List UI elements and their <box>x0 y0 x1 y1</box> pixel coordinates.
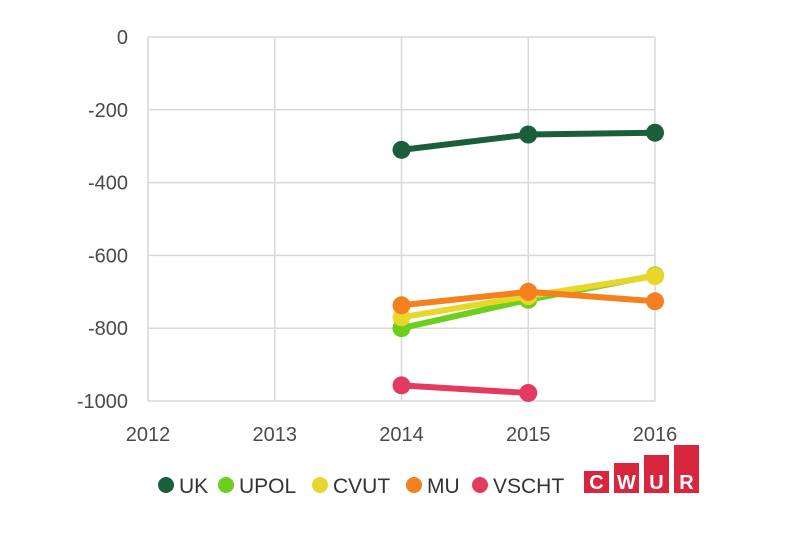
legend-label-cvut: CVUT <box>333 475 390 498</box>
logo-letter: C <box>589 472 603 494</box>
y-tick-label: -800 <box>88 318 128 340</box>
data-point-uk <box>392 140 411 159</box>
logo-letter: R <box>679 472 694 494</box>
data-point-cvut <box>646 267 664 286</box>
data-point-mu <box>519 282 538 301</box>
logo-letter: W <box>617 472 636 494</box>
logo-bar <box>584 471 609 493</box>
y-tick-label: -1000 <box>77 391 128 413</box>
x-tick-label: 2016 <box>633 424 678 446</box>
data-point-mu <box>392 296 411 315</box>
y-tick-label: -600 <box>88 245 128 267</box>
y-tick-label: 0 <box>117 27 128 49</box>
grid <box>147 36 656 402</box>
legend-label-upol: UPOL <box>239 475 296 498</box>
legend-marker-cvut <box>312 477 328 493</box>
logo-bar <box>674 445 699 493</box>
x-tick-label: 2013 <box>253 424 298 446</box>
legend-label-vscht: VSCHT <box>493 475 564 498</box>
x-tick-label: 2014 <box>379 424 424 446</box>
legend-label-uk: UK <box>179 475 208 498</box>
y-tick-label: -400 <box>88 173 128 195</box>
data-point-mu <box>646 292 664 311</box>
x-tick-label: 2012 <box>126 424 171 446</box>
legend-marker-uk <box>158 477 174 493</box>
legend-marker-vscht <box>472 477 488 493</box>
data-point-uk <box>519 125 538 144</box>
data-point-vscht <box>392 376 411 395</box>
data-point-uk <box>646 123 664 142</box>
logo-bar <box>644 455 669 493</box>
legend: UK UPOL CVUT MU VSCHT <box>158 475 564 498</box>
y-tick-label: -200 <box>88 100 128 122</box>
legend-label-mu: MU <box>427 475 460 498</box>
logo-letter: U <box>649 472 663 494</box>
series-line-vscht <box>398 382 532 396</box>
legend-marker-mu <box>406 477 422 493</box>
data-point-vscht <box>519 383 538 402</box>
legend-marker-upol <box>218 477 234 493</box>
logo-bar <box>614 463 639 493</box>
series <box>392 123 664 402</box>
axes: 0 -200 -400 -600 -800 -1000 2012 2013 2014 2015 20… <box>77 27 677 446</box>
x-tick-label: 2015 <box>506 424 551 446</box>
